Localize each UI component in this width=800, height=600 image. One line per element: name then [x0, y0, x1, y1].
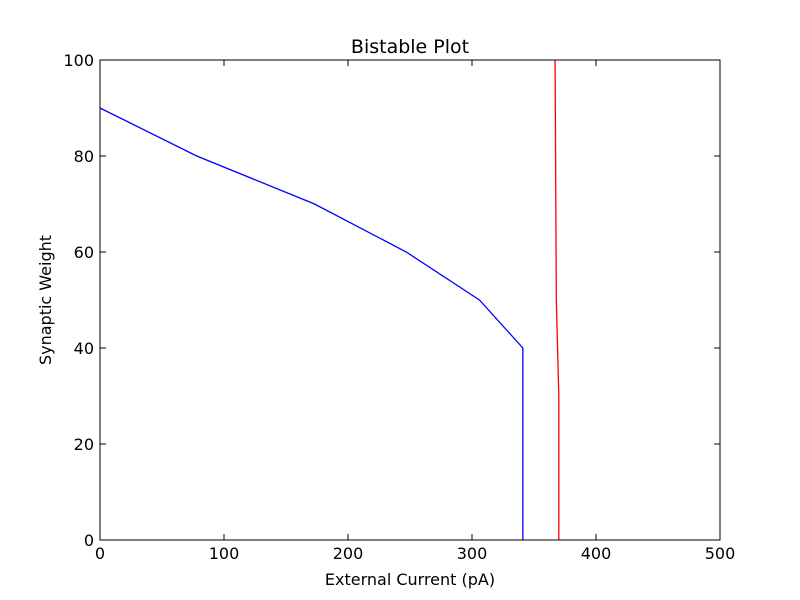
y-tick-label: 40: [74, 339, 94, 358]
y-tick-label: 0: [84, 531, 94, 550]
x-tick-label: 500: [705, 544, 736, 563]
x-tick-label: 200: [333, 544, 364, 563]
series-line-blue-curve: [99, 107, 524, 540]
y-tick-label: 80: [74, 147, 94, 166]
series-line-red-curve: [554, 59, 560, 540]
x-axis-label: External Current (pA): [325, 570, 495, 589]
y-axis-label: Synaptic Weight: [36, 235, 55, 365]
x-tick-label: 400: [581, 544, 612, 563]
chart-title: Bistable Plot: [351, 36, 469, 58]
x-tick-label: 0: [95, 544, 105, 563]
y-tick-label: 20: [74, 435, 94, 454]
series-layer: [99, 59, 560, 540]
x-tick-label: 100: [209, 544, 240, 563]
plot-frame: [99, 59, 721, 541]
y-tick-label: 60: [74, 243, 94, 262]
tick-layer: 0 100 200 300 400 500 0 20 40 60 80 100: [63, 51, 735, 563]
y-tick-label: 100: [63, 51, 94, 70]
x-tick-label: 300: [457, 544, 488, 563]
